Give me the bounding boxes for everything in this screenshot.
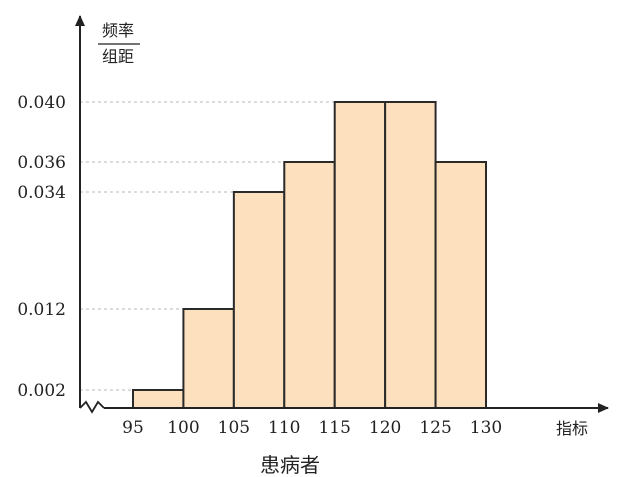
histogram-bar xyxy=(333,101,387,409)
x-tick-label: 95 xyxy=(122,418,144,438)
histogram-bar xyxy=(283,161,336,409)
y-label-top: 频率 xyxy=(102,21,134,40)
axis-break-mark xyxy=(79,400,105,414)
y-tick-label: 0.040 xyxy=(17,93,66,113)
y-tick-label: 0.036 xyxy=(17,153,66,173)
histogram-bar xyxy=(434,161,488,409)
x-tick-label: 125 xyxy=(419,418,451,438)
x-tick-label: 105 xyxy=(218,418,250,438)
x-axis-label: 指标 xyxy=(556,419,588,438)
histogram-bar xyxy=(182,308,235,409)
bars-group xyxy=(132,101,488,409)
y-tick-labels: 0.002 0.012 0.034 0.036 0.040 xyxy=(17,93,66,401)
x-tick-label: 100 xyxy=(167,418,199,438)
histogram-bar xyxy=(384,101,437,409)
chart-caption: 患病者 xyxy=(260,453,320,477)
x-tick-label: 120 xyxy=(369,418,401,438)
x-tick-label: 115 xyxy=(318,418,350,438)
y-tick-label: 0.034 xyxy=(17,183,66,203)
y-tick-label: 0.012 xyxy=(17,300,66,320)
histogram-bar xyxy=(232,191,286,409)
x-tick-label: 110 xyxy=(268,418,300,438)
x-tick-label: 130 xyxy=(470,418,502,438)
x-tick-labels: 95 100 105 110 115 120 125 130 xyxy=(122,418,502,438)
y-label-bottom: 组距 xyxy=(102,47,134,66)
y-tick-label: 0.002 xyxy=(17,381,66,401)
histogram-bar xyxy=(132,389,185,409)
